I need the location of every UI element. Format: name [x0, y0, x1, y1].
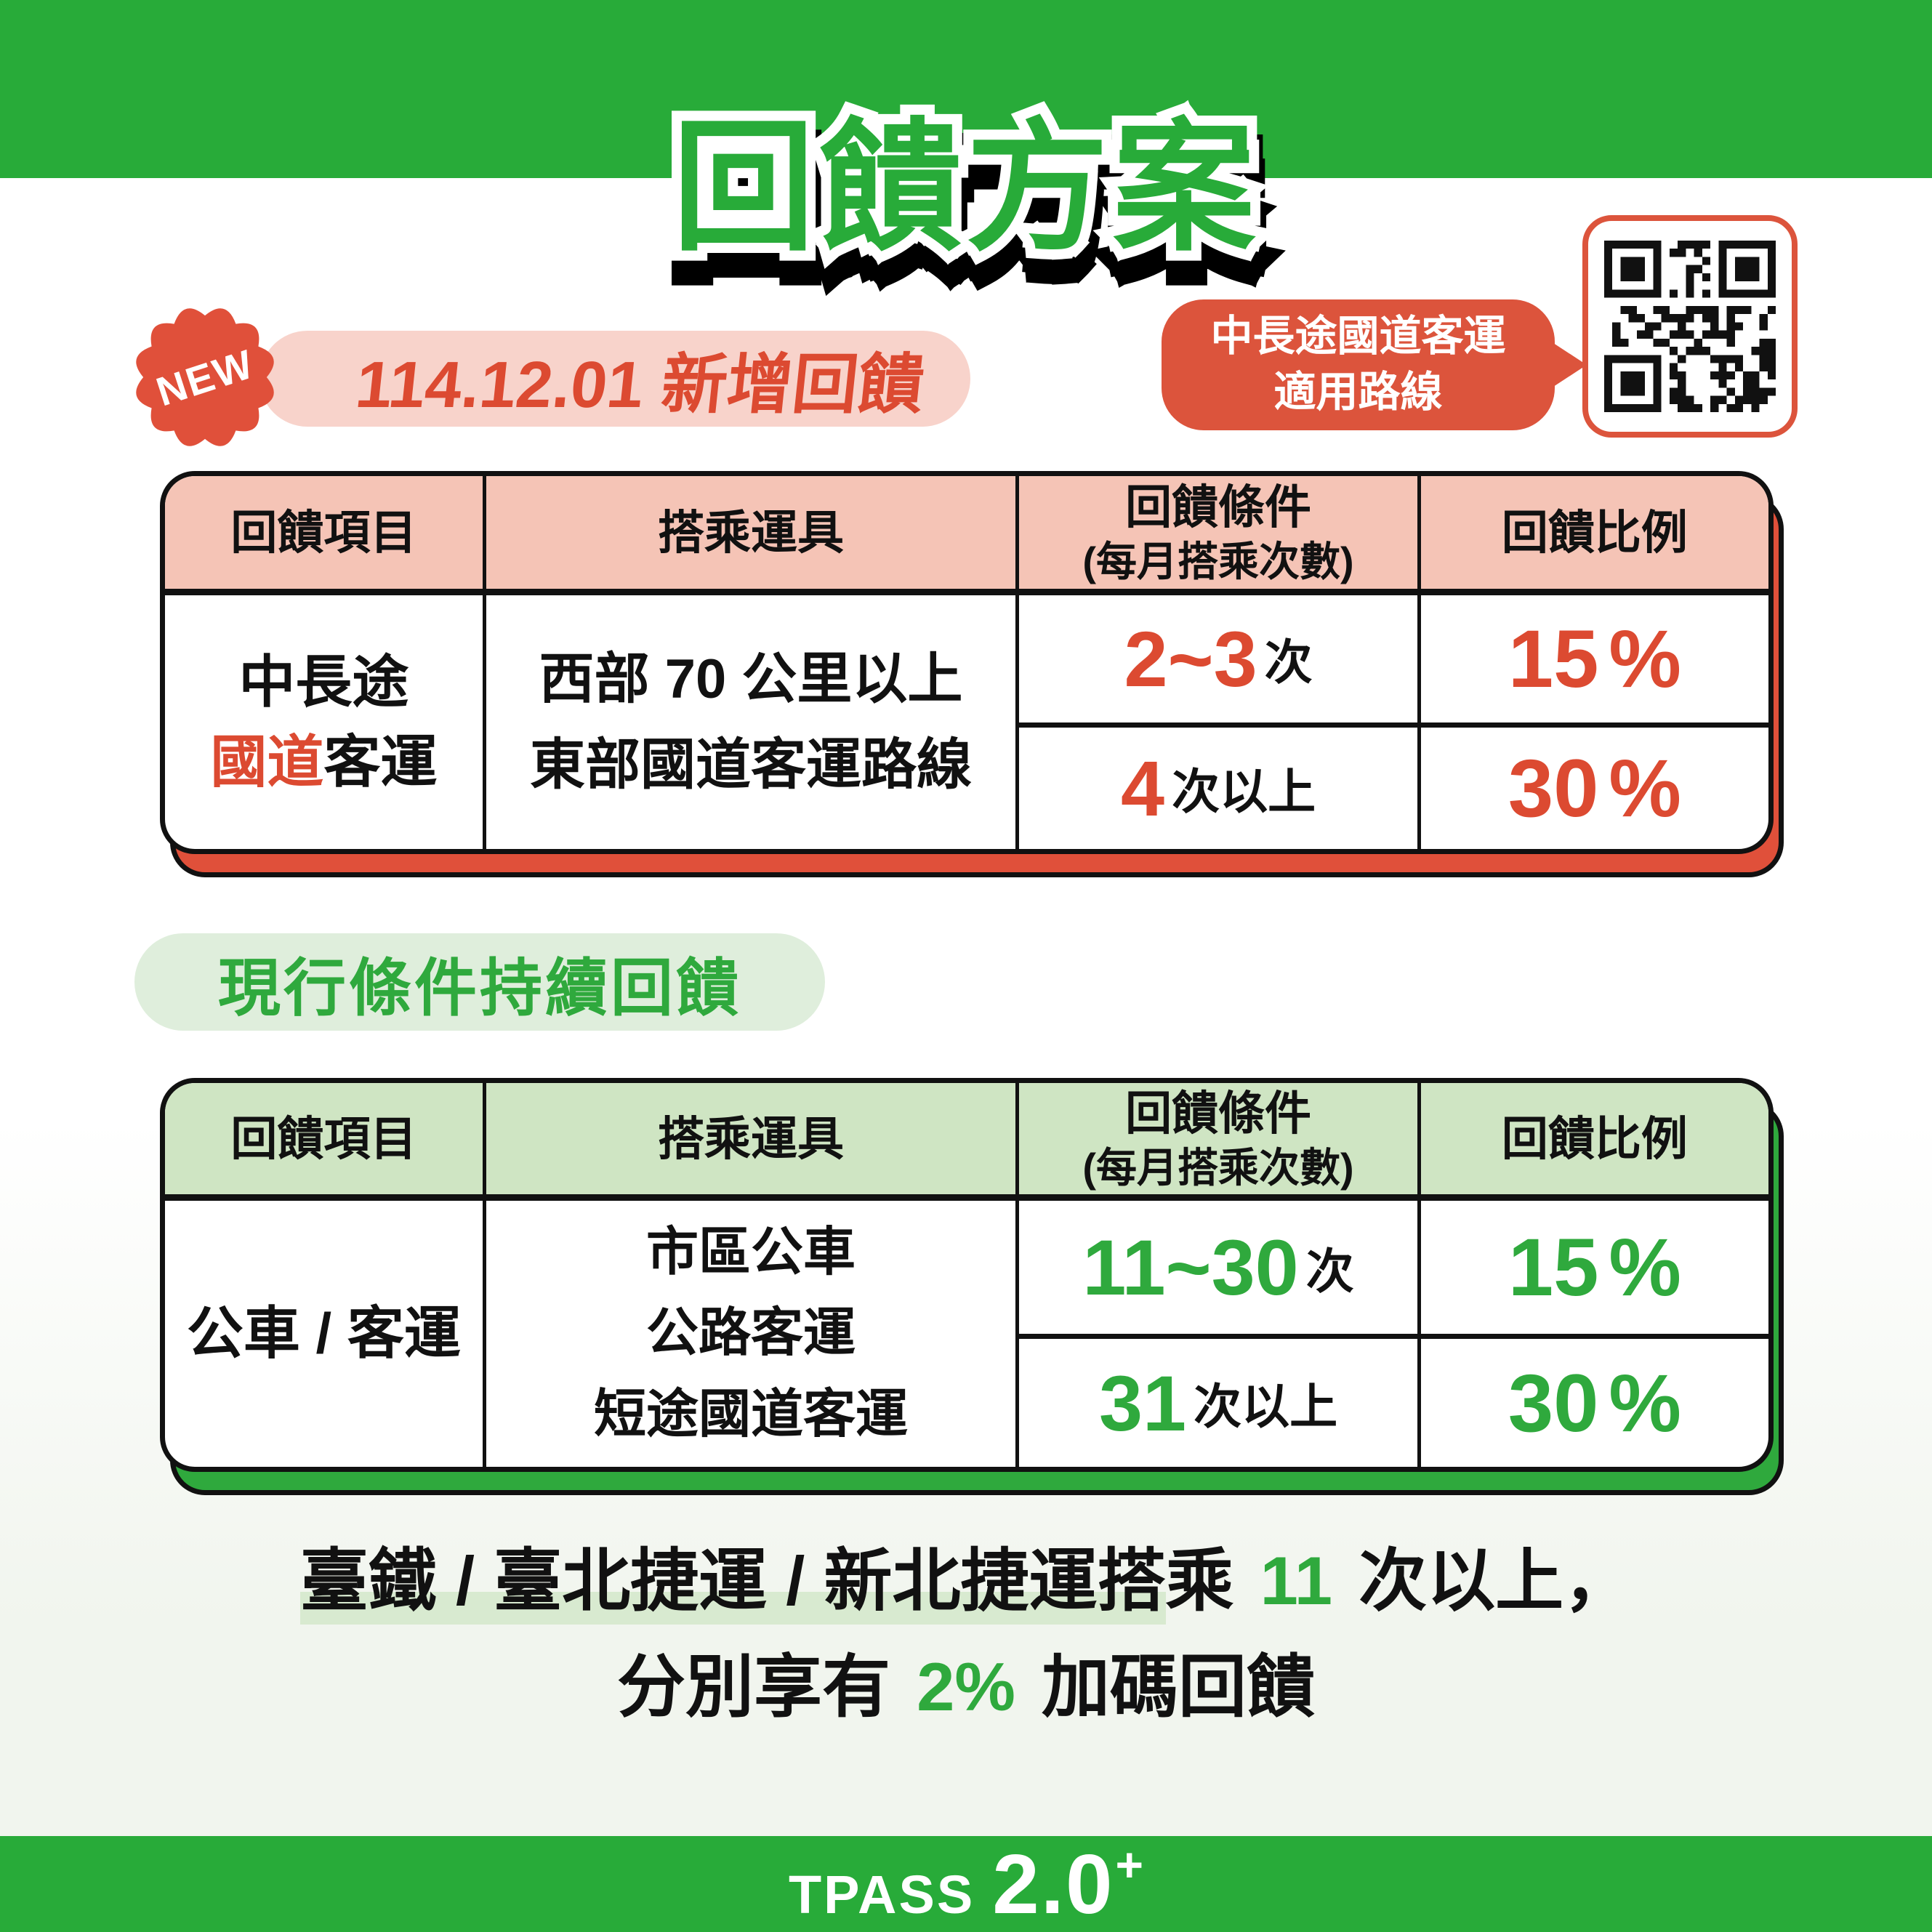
tpass-logo: TPASS 2.0 + — [788, 1837, 1144, 1931]
new-rebate-table: 回饋項目 搭乘運具 回饋條件 (每月搭乘次數) 回饋比例 中長途 國道客運 西部… — [160, 471, 1784, 882]
header-condition: 回饋條件 (每月搭乘次數) — [1015, 476, 1417, 595]
qr-code-pattern — [1604, 241, 1776, 412]
page-title: 回饋方案 — [672, 73, 1260, 278]
plus-icon: + — [1115, 1838, 1144, 1891]
footer-banner: TPASS 2.0 + — [0, 1836, 1932, 1932]
cell-ratio-row2: 30 % — [1417, 1334, 1768, 1467]
table-grid: 回饋項目 搭乘運具 回饋條件 (每月搭乘次數) 回饋比例 公車 / 客運 市區公… — [160, 1078, 1774, 1472]
cell-item: 中長途 國道客運 — [210, 650, 438, 794]
cell-ratio-row1: 15 % — [1417, 1201, 1768, 1334]
cell-ratio-row1: 15 % — [1417, 595, 1768, 723]
qr-caption-line2: 適用路線 — [1273, 369, 1443, 416]
header-ratio: 回饋比例 — [1417, 1083, 1768, 1201]
qr-caption-line1: 中長途國道客運 — [1210, 313, 1506, 361]
cell-condition-row1: 11~30 次 — [1015, 1201, 1417, 1334]
cell-vehicle: 市區公車 公路客運 短途國道客運 — [482, 1201, 1015, 1467]
current-rebate-label: 現行條件持續回饋 — [134, 933, 825, 1031]
header-ratio: 回饋比例 — [1417, 476, 1768, 595]
header-vehicle: 搭乘運具 — [482, 1083, 1016, 1201]
cell-item: 公車 / 客運 — [186, 1301, 461, 1366]
current-rebate-table: 回饋項目 搭乘運具 回饋條件 (每月搭乘次數) 回饋比例 公車 / 客運 市區公… — [160, 1078, 1784, 1500]
table-grid: 回饋項目 搭乘運具 回饋條件 (每月搭乘次數) 回饋比例 中長途 國道客運 西部… — [160, 471, 1774, 854]
qr-code[interactable] — [1582, 215, 1798, 438]
header-vehicle: 搭乘運具 — [482, 476, 1016, 595]
cell-condition-row1: 2~3 次 — [1015, 595, 1417, 723]
cell-vehicle: 西部 70 公里以上 東部國道客運路線 — [482, 595, 1015, 849]
new-rebate-date-banner: 114.12.01 新增回饋 — [259, 331, 970, 427]
item-red-run: 國道 — [210, 729, 324, 794]
header-item: 回饋項目 — [165, 476, 483, 595]
new-rebate-date-text: 114.12.01 新增回饋 — [352, 349, 927, 422]
footnote-line2: 分別享有 2% 加碼回饋 — [616, 1649, 1316, 1725]
cell-condition-row2: 31 次以上 — [1015, 1334, 1417, 1467]
footnote: 臺鐵 / 臺北捷運 / 新北捷運搭乘 11 次以上， 分別享有 2% 加碼回饋 — [0, 1542, 1932, 1725]
starburst-icon — [136, 308, 274, 446]
cell-ratio-row2: 30 % — [1417, 722, 1768, 849]
header-item: 回饋項目 — [165, 1083, 483, 1201]
header-condition: 回饋條件 (每月搭乘次數) — [1015, 1083, 1417, 1201]
footnote-line1: 臺鐵 / 臺北捷運 / 新北捷運搭乘 11 次以上， — [0, 1542, 1932, 1625]
new-badge: NEW — [129, 304, 281, 451]
cell-condition-row2: 4 次以上 — [1015, 722, 1417, 849]
qr-caption-bubble: 中長途國道客運 適用路線 — [1162, 299, 1555, 430]
